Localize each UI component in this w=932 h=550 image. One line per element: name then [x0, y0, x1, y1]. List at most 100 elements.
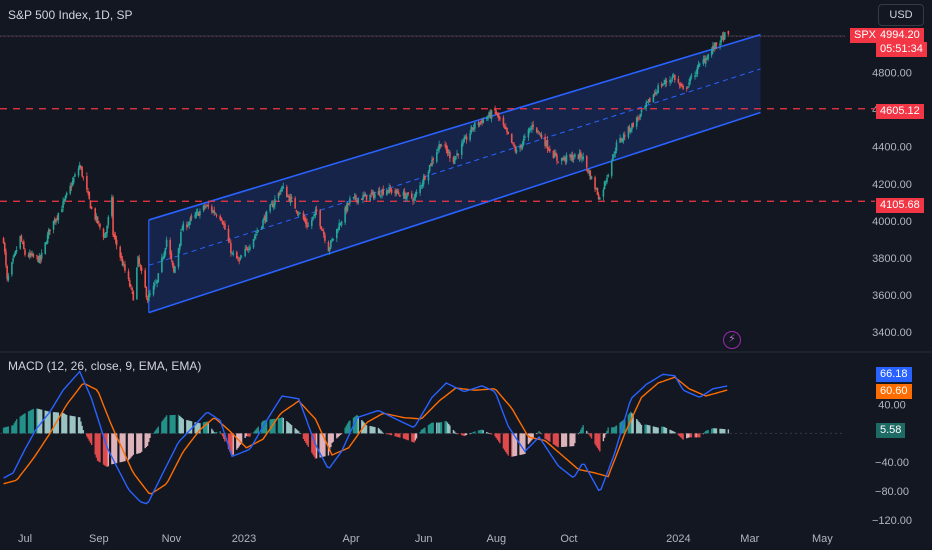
- macd-histogram-bar: [82, 430, 85, 434]
- channel-upper-line: [148, 33, 761, 221]
- macd-histogram-bar: [365, 425, 368, 434]
- candle-body: [247, 249, 250, 251]
- candle-body: [395, 189, 398, 195]
- candle-body: [295, 209, 298, 212]
- candle-body: [244, 248, 246, 257]
- macd-histogram-bar: [561, 433, 563, 448]
- candle-body: [36, 255, 38, 257]
- macd-histogram-bar: [637, 420, 639, 434]
- macd-histogram-bar: [528, 433, 531, 443]
- candle-body: [628, 127, 631, 132]
- lightning-icon[interactable]: ⚡: [723, 331, 741, 349]
- candle-body: [19, 235, 22, 249]
- macd-histogram-bar: [149, 433, 151, 438]
- macd-histogram-bar: [407, 433, 409, 441]
- macd-histogram-bar: [440, 422, 443, 434]
- macd-histogram-bar: [553, 433, 556, 445]
- macd-histogram-bar: [727, 429, 730, 434]
- macd-histogram-bar: [646, 424, 649, 434]
- macd-histogram-bar: [81, 425, 83, 434]
- macd-histogram-bar: [470, 432, 472, 434]
- macd-histogram-bar: [703, 432, 706, 434]
- macd-histogram-bar: [465, 433, 468, 436]
- candle-body: [604, 181, 607, 183]
- macd-histogram-bar: [152, 433, 155, 434]
- candle-body: [331, 239, 333, 242]
- macd-histogram-bar: [539, 432, 542, 434]
- candle-body: [671, 76, 674, 80]
- macd-histogram-bar: [313, 433, 315, 457]
- candle-body: [6, 266, 8, 279]
- macd-histogram-bar: [432, 422, 434, 434]
- candle-body: [619, 138, 621, 143]
- macd-histogram-bar: [187, 420, 189, 434]
- currency-button[interactable]: USD: [878, 4, 924, 26]
- macd-histogram-bar: [549, 433, 551, 442]
- macd-histogram-bar: [62, 412, 64, 434]
- candle-body: [94, 208, 97, 220]
- candle-body: [497, 112, 500, 118]
- macd-histogram-bar: [502, 433, 505, 449]
- macd-histogram-bar: [302, 433, 305, 440]
- candle-body: [464, 136, 467, 139]
- macd-histogram-bar: [638, 421, 640, 434]
- candle-body: [264, 215, 267, 221]
- macd-histogram-bar: [99, 433, 101, 463]
- macd-histogram-bar: [102, 433, 105, 465]
- candle-body: [194, 214, 196, 218]
- candle-body: [413, 197, 415, 201]
- macd-histogram-bar: [236, 433, 238, 450]
- candle-body: [289, 197, 292, 203]
- macd-histogram-bar: [156, 428, 158, 434]
- macd-histogram-bar: [605, 433, 607, 435]
- candle-body: [305, 219, 307, 224]
- macd-histogram-bar: [338, 433, 340, 437]
- candle-body: [512, 142, 514, 144]
- macd-histogram-bar: [678, 433, 681, 437]
- macd-histogram-bar: [105, 433, 107, 467]
- macd-histogram-bar: [607, 427, 609, 434]
- candle-body: [494, 108, 496, 111]
- candle-body: [402, 191, 405, 196]
- macd-histogram-bar: [215, 431, 218, 434]
- macd-histogram-bar: [132, 433, 134, 455]
- macd-histogram-bar: [374, 427, 376, 434]
- candle-body: [560, 158, 563, 162]
- candle-body: [196, 211, 199, 213]
- macd-histogram-bar: [555, 433, 557, 446]
- candle-body: [236, 251, 238, 259]
- candle-body: [127, 271, 130, 280]
- macd-histogram-bar: [232, 433, 234, 455]
- macd-histogram-bar: [724, 429, 726, 434]
- macd-histogram-bar: [402, 433, 405, 439]
- candle-body: [579, 152, 582, 158]
- candle-body: [528, 128, 531, 131]
- macd-histogram-bar: [489, 433, 492, 435]
- candle-body: [603, 181, 606, 189]
- candle-body: [672, 75, 675, 77]
- candle-body: [157, 273, 160, 282]
- macd-histogram-bar: [653, 426, 656, 434]
- candle-body: [72, 178, 75, 183]
- candle-body: [613, 154, 615, 156]
- macd-histogram-bar: [482, 430, 484, 434]
- candle-body: [95, 216, 98, 220]
- candle-body: [547, 149, 550, 151]
- candle-body: [532, 124, 534, 127]
- macd-histogram-bar: [227, 433, 230, 450]
- macd-histogram-bar: [545, 433, 547, 440]
- macd-histogram-bar: [129, 433, 131, 459]
- candle-body: [214, 213, 217, 215]
- macd-histogram-bar: [486, 432, 488, 434]
- candle-body: [460, 143, 463, 156]
- candle-body: [695, 72, 698, 74]
- candle-body: [428, 165, 431, 172]
- candle-body: [303, 217, 306, 221]
- candle-body: [445, 145, 448, 150]
- macd-histogram-bar: [294, 428, 296, 434]
- x-tick-label: Mar: [740, 533, 759, 545]
- candle-body: [569, 154, 571, 157]
- candle-body: [77, 168, 80, 176]
- candle-body: [224, 223, 226, 230]
